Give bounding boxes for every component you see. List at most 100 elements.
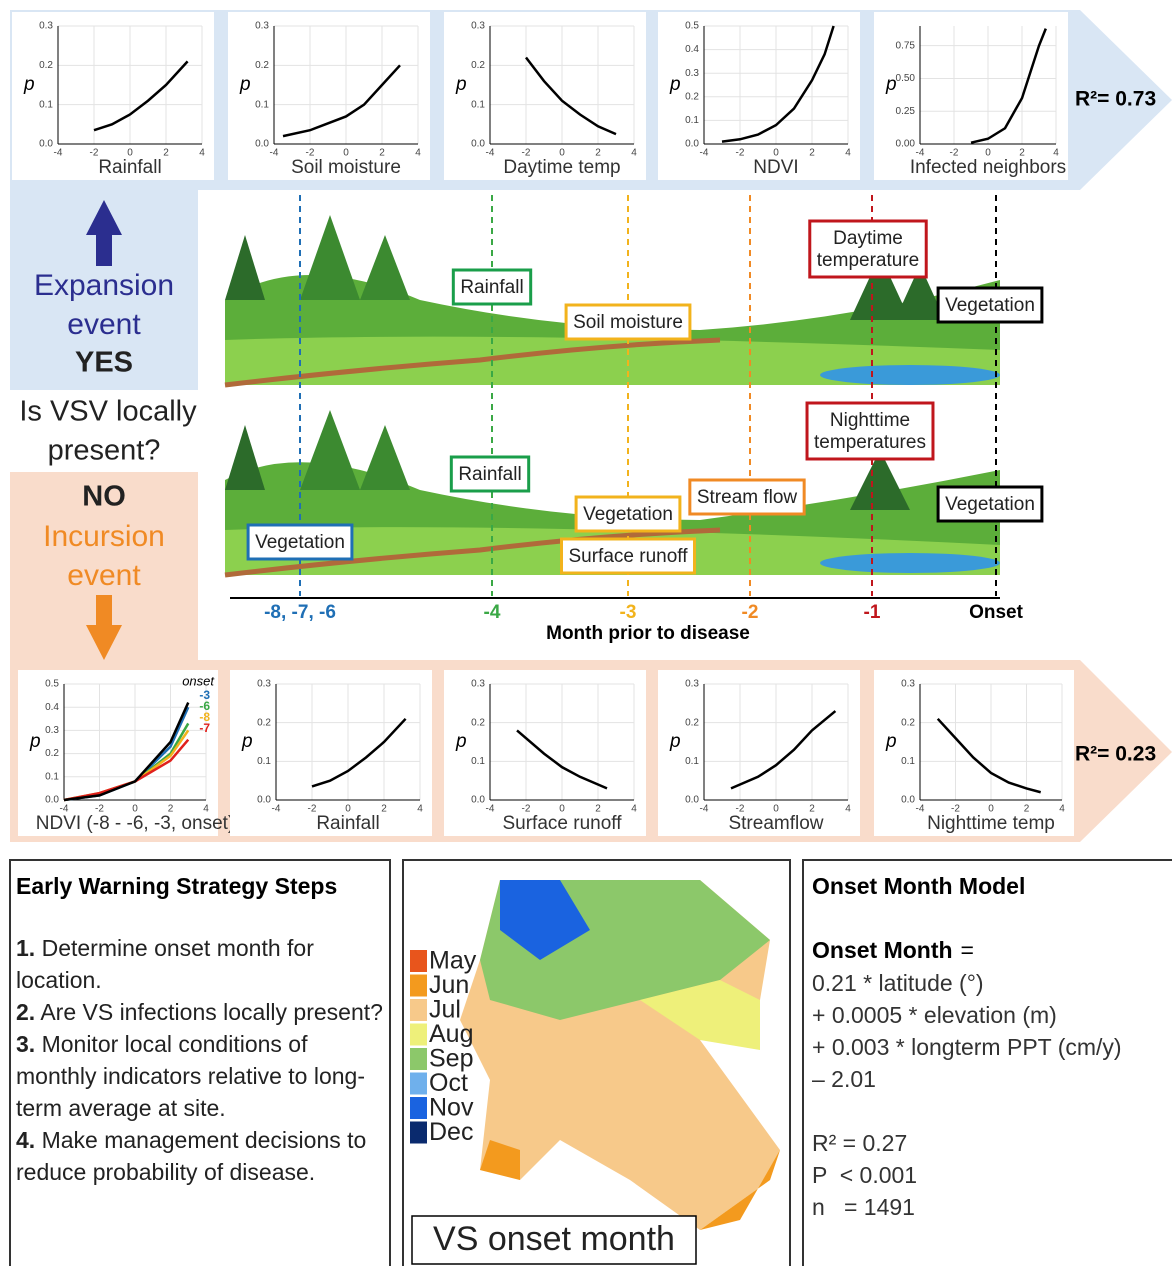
legend-swatch <box>410 1122 427 1144</box>
legend-entry: -7 <box>199 721 210 735</box>
y-tick-label: 0.3 <box>685 68 699 79</box>
label-text: temperatures <box>814 432 926 453</box>
step: 1. Determine onset month for location. <box>16 932 390 996</box>
x-tick-label: -4 <box>486 804 495 815</box>
label-text: Daytime <box>833 228 903 249</box>
x-tick-label: -4 <box>272 804 281 815</box>
side-text: event <box>67 308 141 341</box>
x-axis-label: NDVI (-8 - -6, -3, onset) <box>36 813 235 834</box>
step: 2. Are VS infections locally present? <box>16 996 390 1028</box>
y-tick-label: 0.1 <box>257 756 271 767</box>
x-tick-label: 4 <box>417 804 423 815</box>
indicator-label: Daytimetemperature <box>810 221 926 277</box>
indicator-label: Rainfall <box>451 457 528 491</box>
legend-swatch <box>410 999 427 1021</box>
step-text: Are VS infections locally present? <box>40 999 383 1025</box>
label-text: Vegetation <box>583 504 673 525</box>
label-text: Vegetation <box>255 532 345 553</box>
steps-text: 1. Determine onset month for location.2.… <box>16 932 390 1188</box>
y-tick-label: 0.3 <box>471 21 485 32</box>
x-axis-label: Streamflow <box>728 813 823 834</box>
chart-panel <box>874 12 1068 180</box>
indicator-label: Rainfall <box>453 270 530 304</box>
x-tick-label: -4 <box>700 804 709 815</box>
timeline-label: Onset <box>969 602 1024 623</box>
side-text: event <box>67 559 141 592</box>
x-axis-label: Infected neighbors <box>910 157 1066 178</box>
timeline-title: Month prior to disease <box>546 623 750 644</box>
x-tick-label: 4 <box>845 804 851 815</box>
page: -4-20240.00.10.20.3Rainfallp-4-20240.00.… <box>0 0 1172 1266</box>
step-number: 3. <box>16 1031 35 1057</box>
side-text: Expansion <box>34 269 174 302</box>
legend-swatch <box>410 1048 427 1070</box>
model-stat: P < 0.001 <box>812 1162 917 1188</box>
y-tick-label: 0.3 <box>45 725 59 736</box>
y-tick-label: 0.2 <box>901 717 915 728</box>
x-tick-label: -4 <box>54 148 63 159</box>
label-text: Vegetation <box>945 295 1035 316</box>
timeline-label: -2 <box>742 602 759 623</box>
step-number: 1. <box>16 935 35 961</box>
y-tick-label: 0.75 <box>896 40 916 51</box>
y-tick-label: 0.3 <box>471 679 485 690</box>
y-axis-label: p <box>23 74 35 95</box>
x-axis-label: Rainfall <box>316 813 379 834</box>
y-tick-label: 0.0 <box>257 795 271 806</box>
x-tick-label: 4 <box>1059 804 1065 815</box>
side-text: present? <box>48 435 161 467</box>
x-tick-label: 2 <box>809 148 815 159</box>
y-tick-label: 0.1 <box>471 99 485 110</box>
y-tick-label: 0.3 <box>257 679 271 690</box>
y-tick-label: 0.3 <box>39 21 53 32</box>
step-text: Make management decisions to reduce prob… <box>16 1127 366 1185</box>
chart-panel <box>658 670 860 836</box>
legend-label: Dec <box>429 1118 473 1146</box>
chart-panel <box>874 670 1074 836</box>
x-tick-label: 4 <box>631 804 637 815</box>
side-text: YES <box>75 347 133 379</box>
map <box>460 880 780 1230</box>
chart-panel <box>230 670 432 836</box>
y-tick-label: 0.4 <box>45 702 59 713</box>
y-tick-label: 0.1 <box>255 99 269 110</box>
y-tick-label: 0.0 <box>45 795 59 806</box>
y-tick-label: 0.0 <box>901 795 915 806</box>
y-tick-label: 0.5 <box>685 21 699 32</box>
y-tick-label: 0.2 <box>257 717 271 728</box>
y-tick-label: 0.1 <box>45 771 59 782</box>
y-tick-label: 0.2 <box>685 91 699 102</box>
indicator-label: Vegetation <box>938 487 1042 521</box>
y-axis-label: p <box>239 74 251 95</box>
model-stat: R² = 0.27 <box>812 1130 907 1156</box>
label-text: Vegetation <box>945 494 1035 515</box>
chart-panel <box>12 12 214 180</box>
model-line: 0.21 * latitude (°) <box>812 970 984 996</box>
label-text: Stream flow <box>697 487 798 508</box>
model-eq: = <box>961 937 974 963</box>
y-axis-label: p <box>241 731 253 752</box>
x-axis-label: Soil moisture <box>291 157 401 178</box>
model-title: Onset Month Model <box>812 873 1025 899</box>
x-tick-label: 2 <box>163 148 169 159</box>
y-axis-label: p <box>455 74 467 95</box>
y-tick-label: 0.0 <box>255 139 269 150</box>
step-number: 4. <box>16 1127 35 1153</box>
y-tick-label: 0.1 <box>39 99 53 110</box>
timeline-label: -3 <box>620 602 637 623</box>
model-stat: n = 1491 <box>812 1194 915 1220</box>
x-tick-label: -2 <box>736 148 745 159</box>
indicator-label: Vegetation <box>576 497 680 531</box>
indicator-label: Vegetation <box>938 288 1042 322</box>
indicator-label: Vegetation <box>248 525 352 559</box>
steps-title: Early Warning Strategy Steps <box>16 873 337 899</box>
y-tick-label: 0.2 <box>255 60 269 71</box>
label-text: Soil moisture <box>573 312 683 333</box>
y-tick-label: 0.00 <box>896 139 916 150</box>
x-axis-label: NDVI <box>753 157 798 178</box>
y-axis-label: p <box>669 731 681 752</box>
y-tick-label: 0.50 <box>896 73 916 84</box>
model-line: – 2.01 <box>812 1066 876 1092</box>
x-axis-label: Daytime temp <box>503 157 620 178</box>
y-tick-label: 0.1 <box>471 756 485 767</box>
